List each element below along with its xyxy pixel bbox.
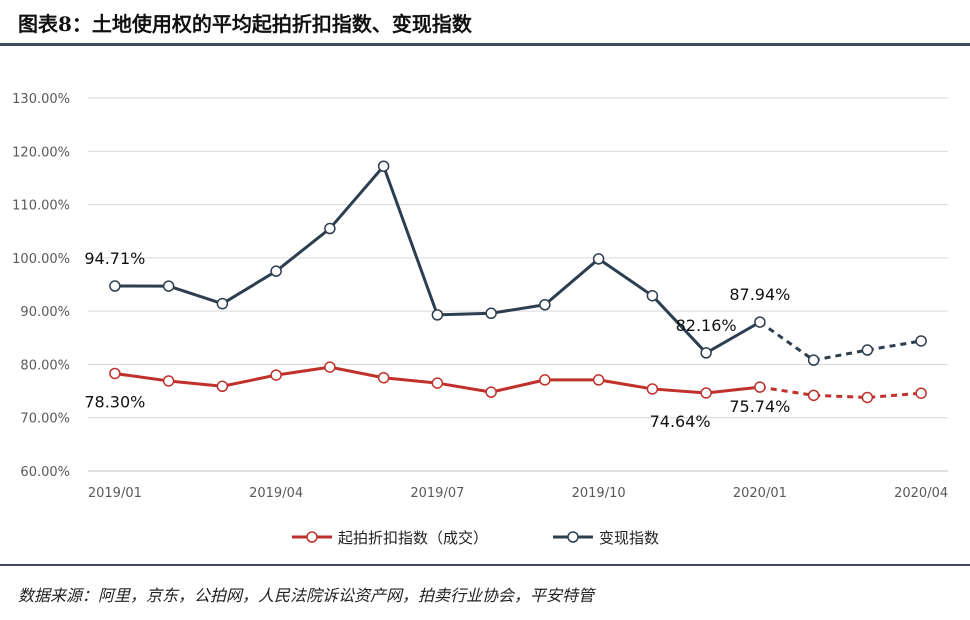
data-label: 78.30% — [84, 392, 145, 411]
data-point — [270, 265, 282, 277]
data-point — [539, 374, 551, 386]
data-point — [807, 354, 820, 366]
data-point — [377, 372, 390, 384]
y-tick-label: 130.00% — [12, 92, 70, 107]
data-point — [646, 383, 659, 395]
data-point — [861, 344, 874, 356]
y-tick-label: 70.00% — [20, 412, 70, 427]
x-tick-label: 2019/01 — [88, 486, 142, 501]
data-point — [216, 297, 229, 310]
bottom-divider — [0, 564, 970, 566]
data-point — [216, 380, 229, 393]
legend-item: 起拍折扣指数（成交） — [292, 529, 488, 547]
series-line-dashed — [759, 385, 922, 399]
legend-label: 变现指数 — [599, 529, 659, 547]
data-point — [324, 222, 336, 235]
data-point — [754, 381, 766, 393]
series-line-solid — [114, 164, 761, 355]
data-point — [109, 280, 121, 292]
data-point — [270, 369, 282, 381]
y-tick-label: 60.00% — [20, 465, 70, 480]
data-point — [700, 347, 712, 359]
x-tick-label: 2020/01 — [733, 486, 787, 501]
data-point — [915, 387, 927, 399]
data-point — [162, 375, 175, 387]
legend-swatch-marker — [567, 531, 579, 543]
x-tick-label: 2019/04 — [249, 486, 303, 501]
legend-swatch-marker — [306, 531, 318, 543]
series-line-dashed — [759, 320, 922, 362]
data-point — [109, 367, 121, 380]
legend-item: 变现指数 — [553, 529, 659, 547]
y-tick-label: 120.00% — [12, 145, 70, 160]
line-chart: 60.00% 70.00% 80.00% 90.00% 100.00% 110.00% 12… — [12, 92, 948, 547]
chart-title: 图表8：土地使用权的平均起拍折扣指数、变现指数 — [18, 12, 472, 36]
data-label: 75.74% — [729, 397, 790, 416]
data-label: 94.71% — [84, 249, 145, 268]
data-point — [431, 377, 444, 389]
y-tick-label: 90.00% — [20, 305, 70, 320]
x-tick-label: 2019/07 — [410, 486, 464, 501]
y-tick-label: 110.00% — [12, 199, 70, 214]
data-point — [485, 386, 497, 398]
y-tick-label: 80.00% — [20, 358, 70, 373]
data-label: 74.64% — [650, 412, 711, 431]
data-point — [807, 389, 820, 402]
data-point — [162, 280, 175, 292]
data-point — [646, 289, 659, 302]
x-tick-label: 2020/04 — [894, 486, 948, 501]
data-point — [377, 160, 390, 172]
data-point — [700, 387, 712, 399]
data-point — [431, 309, 444, 321]
data-label: 82.16% — [676, 316, 737, 335]
data-point — [915, 335, 927, 347]
data-point — [592, 253, 605, 265]
legend-label: 起拍折扣指数（成交） — [338, 529, 488, 547]
data-point — [539, 298, 551, 311]
data-point — [754, 316, 766, 328]
chart-header: 图表8：土地使用权的平均起拍折扣指数、变现指数 — [0, 0, 970, 44]
data-point — [324, 361, 336, 373]
x-tick-label: 2019/10 — [572, 486, 626, 501]
data-point — [861, 391, 874, 404]
top-divider — [0, 43, 970, 46]
data-point — [592, 374, 605, 386]
y-tick-label: 100.00% — [12, 252, 70, 267]
series-1 — [109, 361, 927, 404]
data-point — [485, 307, 497, 320]
series-2 — [109, 160, 927, 366]
data-label: 87.94% — [729, 285, 790, 304]
data-source-note: 数据来源：阿里，京东，公拍网，人民法院诉讼资产网，拍卖行业协会，平安特管 — [18, 586, 595, 605]
